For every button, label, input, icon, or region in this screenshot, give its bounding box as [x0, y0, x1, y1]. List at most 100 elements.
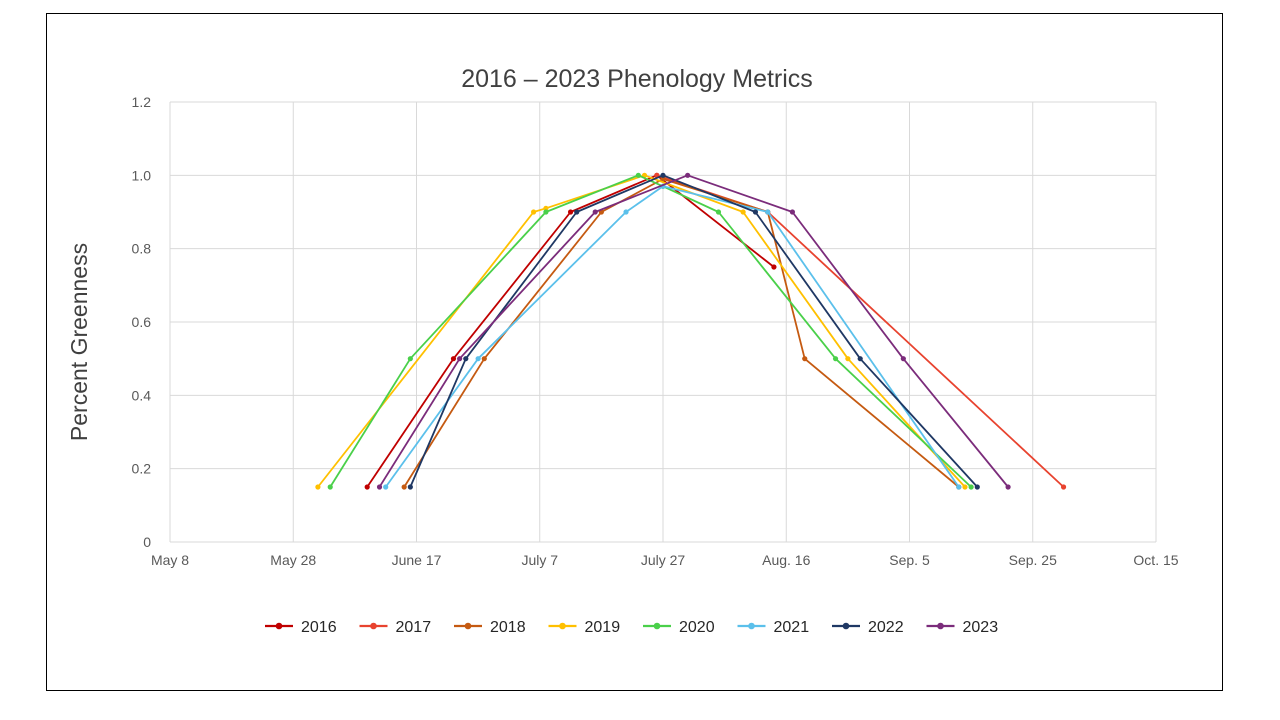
series-line-2023	[378, 174, 1009, 488]
legend-marker-2018	[464, 622, 472, 630]
series-line-2019	[317, 174, 966, 488]
chart-frame: 2016 – 2023 Phenology Metrics Percent Gr…	[46, 13, 1223, 691]
data-point-2023	[592, 209, 598, 215]
y-tick-label: 0.8	[132, 241, 152, 257]
legend-label-2023: 2023	[963, 619, 999, 636]
y-tick-label: 0.6	[132, 314, 152, 330]
data-point-2023	[457, 356, 463, 362]
data-point-2019	[740, 209, 746, 215]
series-2022	[407, 172, 980, 490]
data-point-2020	[407, 356, 413, 362]
data-point-2018	[481, 356, 487, 362]
data-point-2020	[327, 484, 333, 490]
x-tick-label: July 27	[641, 552, 686, 568]
x-tick-label: Sep. 5	[889, 552, 930, 568]
data-point-2021	[956, 484, 962, 490]
data-point-2022	[407, 484, 413, 490]
y-tick-label: 0	[143, 534, 151, 550]
legend-item-2017: 2017	[359, 619, 432, 636]
gridlines	[169, 101, 1157, 543]
data-point-2019	[845, 356, 851, 362]
series-lines	[315, 172, 1067, 490]
data-point-2019	[543, 205, 549, 211]
data-point-2022	[752, 209, 759, 215]
y-tick-label: 0.2	[132, 461, 152, 477]
legend-marker-2023	[937, 622, 944, 630]
legend-item-2018: 2018	[454, 619, 526, 636]
legend: 2016 2017 2018 2019 2020 2021 2022 2023	[265, 619, 998, 636]
data-point-2020	[715, 209, 722, 215]
data-point-2022	[974, 484, 980, 490]
series-line-2016	[366, 174, 775, 488]
data-point-2023	[789, 209, 796, 215]
legend-label-2018: 2018	[490, 619, 526, 636]
series-line-2018	[403, 178, 960, 488]
legend-marker-2019	[559, 622, 566, 630]
data-point-2021	[623, 209, 629, 215]
legend-item-2019: 2019	[548, 619, 620, 636]
x-tick-label: May 8	[151, 552, 189, 568]
legend-item-2020: 2020	[643, 619, 715, 636]
legend-marker-2017	[370, 622, 377, 630]
series-line-2022	[409, 174, 978, 488]
series-2020	[327, 172, 974, 490]
data-point-2023	[900, 356, 906, 362]
legend-marker-2020	[653, 622, 661, 630]
data-point-2022	[574, 209, 580, 215]
series-line-2021	[384, 185, 960, 488]
data-point-2019	[530, 209, 537, 215]
data-point-2018	[660, 176, 666, 182]
data-point-2023	[1005, 484, 1011, 490]
data-point-2016	[567, 209, 574, 215]
y-axis-label: Percent Greenness	[66, 243, 92, 441]
y-tick-label: 1.0	[132, 167, 152, 183]
x-tick-label: Sep. 25	[1009, 552, 1057, 568]
data-point-2016	[450, 356, 457, 362]
data-point-2022	[857, 356, 863, 362]
legend-item-2021: 2021	[737, 619, 810, 636]
x-tick-label: Oct. 15	[1133, 552, 1178, 568]
legend-label-2020: 2020	[679, 619, 715, 636]
legend-label-2016: 2016	[301, 619, 337, 636]
legend-item-2016: 2016	[265, 619, 337, 636]
y-tick-label: 1.2	[132, 94, 152, 110]
data-point-2022	[463, 356, 469, 362]
data-point-2020	[635, 172, 641, 178]
data-point-2021	[383, 484, 389, 490]
legend-label-2021: 2021	[774, 619, 810, 636]
data-point-2018	[401, 484, 407, 490]
data-point-2023	[685, 172, 691, 178]
data-point-2023	[376, 484, 383, 490]
legend-label-2017: 2017	[396, 619, 432, 636]
data-point-2021	[475, 356, 481, 362]
y-tick-label: 0.4	[132, 387, 152, 403]
series-2021	[383, 183, 962, 490]
series-2023	[376, 172, 1011, 490]
data-point-2016	[771, 264, 777, 270]
data-point-2020	[968, 484, 974, 490]
data-point-2018	[802, 356, 808, 362]
legend-item-2023: 2023	[926, 619, 999, 636]
data-point-2020	[543, 209, 549, 215]
axis-ticks: 0 0.2 0.4 0.6 0.8 1.0 1.2 May 8 May 28 June 17 Jul…	[132, 94, 1179, 568]
chart-title: 2016 – 2023 Phenology Metrics	[461, 65, 813, 93]
legend-marker-2021	[748, 622, 755, 630]
x-tick-label: June 17	[392, 552, 442, 568]
data-point-2019	[315, 484, 321, 490]
series-line-2020	[329, 174, 972, 488]
data-point-2016	[364, 484, 370, 490]
data-point-2019	[962, 484, 968, 490]
data-point-2021	[765, 209, 771, 215]
x-tick-label: Aug. 16	[762, 552, 810, 568]
legend-marker-2022	[842, 622, 850, 630]
legend-marker-2016	[275, 622, 283, 630]
data-point-2017	[1060, 484, 1067, 490]
data-point-2022	[660, 172, 666, 178]
data-point-2020	[832, 356, 839, 362]
x-tick-label: May 28	[270, 552, 316, 568]
chart-canvas: 2016 – 2023 Phenology Metrics Percent Gr…	[66, 65, 1179, 636]
legend-item-2022: 2022	[832, 619, 904, 636]
series-2017	[654, 172, 1067, 490]
x-tick-label: July 7	[521, 552, 558, 568]
legend-label-2022: 2022	[868, 619, 904, 636]
